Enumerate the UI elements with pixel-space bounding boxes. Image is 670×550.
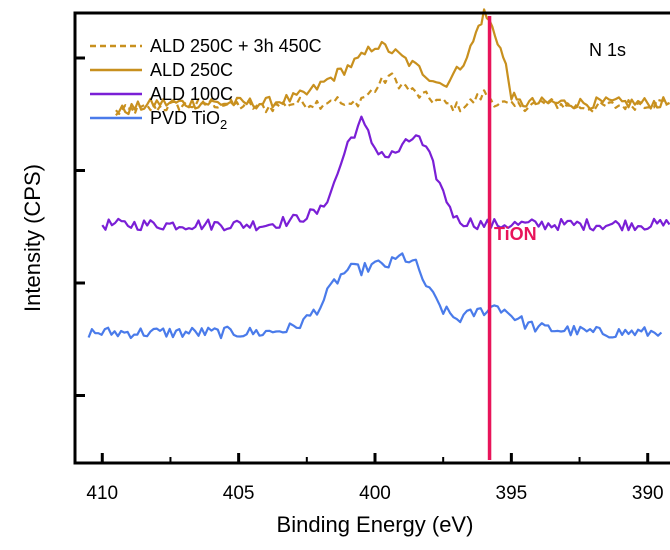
series-line-3	[87, 252, 663, 340]
x-tick-label-4: 390	[632, 483, 664, 504]
annotation-n1s: N 1s	[589, 40, 626, 60]
tick-layer: 410 405 400 395 390	[75, 56, 664, 504]
annotation-tion: TiON	[494, 224, 537, 244]
y-axis-title: Intensity (CPS)	[20, 164, 45, 312]
series-line-2	[101, 115, 670, 232]
series-line-1	[115, 8, 670, 117]
legend: ALD 250C + 3h 450C ALD 250C ALD 100C PVD Ti…	[90, 36, 322, 132]
x-tick-label-1: 405	[223, 483, 255, 504]
legend-label-1: ALD 250C	[150, 60, 233, 80]
x-tick-label-0: 410	[86, 483, 118, 504]
x-tick-label-2: 400	[359, 483, 391, 504]
legend-label-2: ALD 100C	[150, 84, 233, 104]
legend-label-0: ALD 250C + 3h 450C	[150, 36, 322, 56]
x-tick-label-3: 395	[496, 483, 528, 504]
legend-label-3: PVD TiO2	[150, 108, 227, 132]
x-axis-title: Binding Energy (eV)	[277, 512, 474, 537]
plot-frame	[73, 11, 670, 465]
series-layer	[87, 8, 670, 340]
